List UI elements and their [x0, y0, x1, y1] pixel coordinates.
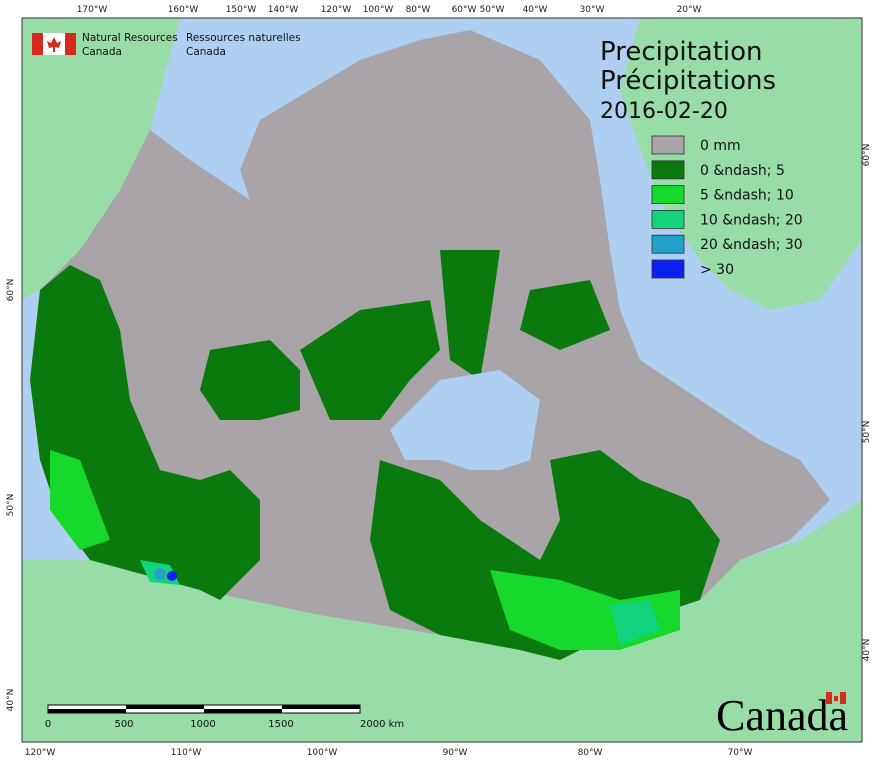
longitude-label: 170°W: [77, 5, 108, 15]
longitude-label: 120°W: [25, 748, 56, 758]
flag-bar: [840, 692, 846, 704]
legend-swatch: [651, 185, 685, 205]
usa: [22, 500, 862, 742]
maple-leaf: [834, 696, 838, 701]
latitude-label: 50°N: [862, 421, 872, 444]
legend-label: 0 &ndash; 5: [700, 163, 785, 179]
map-body: [21, 17, 863, 743]
maple-leaf: [47, 37, 61, 52]
greenland: [620, 18, 862, 310]
longitude-label: 140°W: [268, 5, 299, 15]
agency-fr: Canada: [186, 46, 226, 58]
longitude-label: 80°W: [578, 748, 603, 758]
scale-label: 1000: [190, 719, 215, 730]
legend-label: 0 mm: [700, 138, 741, 154]
precip-bc: [50, 450, 110, 550]
map-frame: [21, 17, 863, 743]
longitude-label: 80°W: [406, 5, 431, 15]
precip-baffin: [440, 250, 500, 380]
scale-label: 1500: [268, 719, 293, 730]
legend-label: 5 &ndash; 10: [700, 188, 794, 204]
precip-labrador: [520, 280, 610, 350]
scale-bar: 0 500 1000 1500 2000 km: [45, 704, 404, 730]
longitude-label: 70°W: [728, 748, 753, 758]
longitude-label: 120°W: [321, 5, 352, 15]
scale-segment: [126, 705, 204, 709]
scale-label: 0: [45, 719, 51, 730]
hudson-bay: [390, 370, 540, 470]
agency-fr: Ressources naturelles: [186, 32, 301, 44]
wordmark: Canada: [716, 691, 848, 740]
latitude-label: 60°N: [6, 279, 16, 302]
longitude-label: 150°W: [226, 5, 257, 15]
longitude-label: 160°W: [168, 5, 199, 15]
longitude-label: 100°W: [307, 748, 338, 758]
legend-swatch: [651, 160, 685, 180]
precip-north-west: [200, 340, 300, 420]
latitude-label: 40°N: [862, 639, 872, 662]
agency-en: Canada: [82, 46, 122, 58]
latitude-label: 60°N: [862, 144, 872, 167]
agency-en: Natural Resources: [82, 32, 178, 44]
latitude-label: 40°N: [6, 689, 16, 712]
scale-label: 2000 km: [360, 719, 404, 730]
agency-logo: [32, 33, 76, 55]
title-fr: Précipitations: [600, 66, 776, 96]
latitude-label: 50°N: [6, 494, 16, 517]
legend: 0 mm 0 &ndash; 5 5 &ndash; 10 10 &ndash; 20…: [651, 135, 803, 279]
longitude-label: 60°W: [452, 5, 477, 15]
legend-swatch: [651, 259, 685, 279]
scale-segment: [48, 709, 126, 713]
longitude-label: 90°W: [443, 748, 468, 758]
alaska: [22, 18, 180, 300]
longitude-label: 50°W: [480, 5, 505, 15]
precip-bc-extreme: [167, 571, 177, 581]
scale-segment: [204, 709, 282, 713]
precip-bc-very-heavy: [154, 568, 166, 580]
longitude-label: 100°W: [363, 5, 394, 15]
flag-bar: [826, 692, 832, 704]
legend-label: 10 &ndash; 20: [700, 212, 803, 228]
longitude-label: 110°W: [171, 748, 202, 758]
map-date: 2016-02-20: [600, 99, 728, 124]
longitude-label: 30°W: [580, 5, 605, 15]
longitude-label: 20°W: [677, 5, 702, 15]
legend-label: 20 &ndash; 30: [700, 237, 803, 253]
legend-swatch: [651, 135, 685, 155]
canada-wordmark: Canada: [716, 691, 848, 740]
title-en: Precipitation: [600, 37, 763, 67]
precip-quebec-heavy: [610, 600, 660, 645]
scale-label: 500: [114, 719, 133, 730]
legend-swatch: [651, 234, 685, 254]
scale-segment: [282, 705, 360, 709]
flag-bar: [32, 33, 43, 55]
legend-label: > 30: [700, 262, 734, 278]
precip-nunavut: [300, 300, 440, 420]
legend-swatch: [651, 209, 685, 229]
longitude-label: 40°W: [523, 5, 548, 15]
flag-bar: [65, 33, 76, 55]
